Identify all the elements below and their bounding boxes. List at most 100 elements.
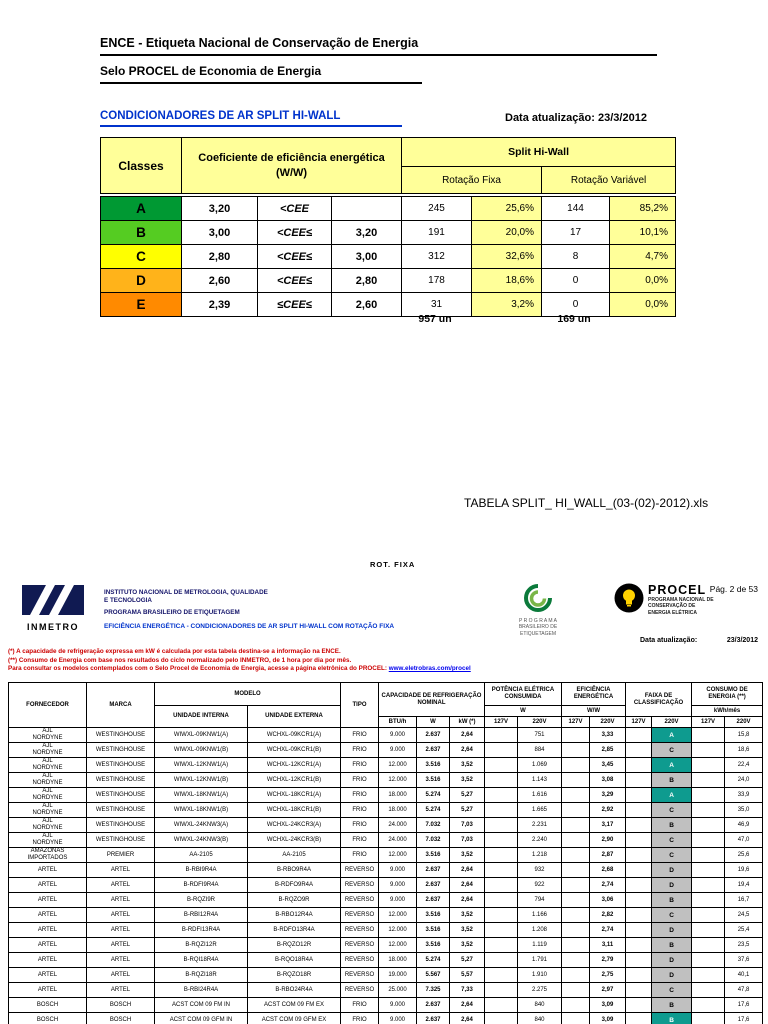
watts-cell: 3.516 (416, 772, 450, 788)
variavel-count-cell: 144 (541, 196, 610, 221)
class-220v-cell: B (651, 1012, 693, 1024)
power-220v-cell: 2.275 (516, 982, 563, 998)
coef-lower-cell: 2,80 (181, 244, 258, 269)
consumption-127v-cell (691, 817, 726, 833)
outdoor-unit-cell: AA-2105 (247, 847, 341, 863)
efficiency-220v-cell: 2,87 (589, 847, 627, 863)
efficiency-220v-cell: 2,68 (589, 862, 627, 878)
indoor-unit-cell: B-RBI9R4A (154, 862, 248, 878)
power-127v-cell (484, 997, 518, 1013)
class-127v-cell (625, 862, 653, 878)
power-127v-cell (484, 817, 518, 833)
type-cell: FRIO (340, 772, 379, 788)
class-127v-cell (625, 937, 653, 953)
classes-table-header: Classes Coeficiente de eficiência energé… (100, 137, 677, 194)
efficiency-220v-cell: 2,85 (589, 742, 627, 758)
type-cell: REVERSO (340, 967, 379, 983)
model-row: ARTEL ARTEL B-RDFI13R4A B-RDFO13R4A REVERSO 1… (8, 922, 764, 938)
supplier-cell: ARTEL (8, 862, 87, 878)
procel-name: PROCEL (648, 583, 707, 597)
class-127v-cell (625, 982, 653, 998)
type-cell: FRIO (340, 832, 379, 848)
kw-cell: 3,52 (449, 757, 485, 773)
total-fixa: 957 un (418, 313, 452, 325)
efficiency-127v-cell (561, 832, 591, 848)
supplier-cell: AJL NORDYNE (8, 742, 87, 758)
total-variavel: 169 un (557, 313, 591, 325)
power-220v-cell: 1.218 (516, 847, 563, 863)
outdoor-unit-cell: WCHXL-12KCR1(B) (247, 772, 341, 788)
pbe-text-2: BRASILEIRO DE (518, 624, 558, 631)
btu-cell: 25.000 (378, 982, 417, 998)
consumption-127v-cell (691, 802, 726, 818)
consumption-127v-cell (691, 997, 726, 1013)
procel-link[interactable]: www.eletrobras.com/procel (388, 665, 471, 672)
procel-heading: Selo PROCEL de Economia de Energia (100, 64, 422, 84)
kw-cell: 3,52 (449, 922, 485, 938)
power-unit-header: W (483, 705, 563, 717)
fixa-pct-cell: 32,6% (471, 244, 542, 269)
power-127v-cell (484, 772, 518, 788)
watts-cell: 5.567 (416, 967, 450, 983)
consumption-unit-header: kWh/mês (691, 705, 764, 717)
consumption-127v-cell (691, 952, 726, 968)
class-220v-cell: B (651, 817, 693, 833)
procel-sub-2: CONSERVAÇÃO DE (648, 603, 696, 610)
brand-cell: WESTINGHOUSE (86, 817, 155, 833)
consumption-220v-cell: 24,5 (724, 907, 764, 923)
supplier-cell: AJL NORDYNE (8, 787, 87, 803)
pbe-swirl-icon (522, 584, 554, 617)
model-row: AJL NORDYNE WESTINGHOUSE WIWXL-24KNW3(B) WC… (8, 832, 764, 848)
power-220v-cell: 1.208 (516, 922, 563, 938)
efficiency-127v-cell (561, 862, 591, 878)
class-row: A 3,20 <CEE 245 25,6% 144 85,2% (100, 196, 676, 221)
btu-cell: 24.000 (378, 817, 417, 833)
supplier-cell: AJL NORDYNE (8, 802, 87, 818)
consumption-220v-cell: 33,9 (724, 787, 764, 803)
watts-header: W (416, 716, 450, 728)
supplier-cell: ARTEL (8, 907, 87, 923)
type-cell: FRIO (340, 847, 379, 863)
variavel-pct-cell: 0,0% (609, 268, 676, 293)
class-127v-cell (625, 922, 653, 938)
outdoor-unit-cell: B-RQO18R4A (247, 952, 341, 968)
kw-cell: 5,27 (449, 787, 485, 803)
kw-cell: 2,64 (449, 877, 485, 893)
btu-cell: 12.000 (378, 937, 417, 953)
class-127v-cell (625, 757, 653, 773)
power-127v-cell (484, 1012, 518, 1024)
kw-cell: 2,64 (449, 862, 485, 878)
inmetro-logo: INMETRO (14, 585, 92, 632)
model-row: ARTEL ARTEL B-RQZI9R B-RQZO9R REVERSO 9.000 2.… (8, 892, 764, 908)
type-cell: FRIO (340, 742, 379, 758)
coef-upper-cell: 2,80 (331, 268, 402, 293)
indoor-unit-cell: B-RDFI13R4A (154, 922, 248, 938)
class-row: C 2,80 <CEE≤ 3,00 312 32,6% 8 4,7% (100, 244, 676, 269)
institute-line-1: INSTITUTO NACIONAL DE METROLOGIA, QUALID… (104, 589, 268, 596)
consumption-220v-cell: 17,6 (724, 997, 764, 1013)
class-220v-cell: D (651, 922, 693, 938)
footnote-2: (**) Consumo de Energia com base nos res… (8, 656, 352, 664)
consumption-127v-cell (691, 727, 726, 743)
type-cell: FRIO (340, 1012, 379, 1024)
efficiency-220v-cell: 2,79 (589, 952, 627, 968)
efficiency-127v-cell (561, 802, 591, 818)
power-220v-cell: 1.910 (516, 967, 563, 983)
type-cell: REVERSO (340, 892, 379, 908)
rot-fixa-label: ROT. FIXA (370, 560, 416, 569)
fixa-count-cell: 312 (401, 244, 472, 269)
kw-cell: 2,64 (449, 727, 485, 743)
consumption-127v-cell (691, 967, 726, 983)
consumption-127v-cell (691, 742, 726, 758)
brand-cell: ARTEL (86, 952, 155, 968)
consumption-header: CONSUMO DE ENERGIA (**) (691, 682, 764, 706)
consumption-127v-cell (691, 937, 726, 953)
power-220v-header: 220V (516, 716, 563, 728)
consumption-127v-cell (691, 757, 726, 773)
power-127v-cell (484, 937, 518, 953)
model-row: ARTEL ARTEL B-RDFI9R4A B-RDFO9R4A REVERSO 9.0… (8, 877, 764, 893)
coef-operator-cell: <CEE≤ (257, 268, 332, 293)
supplier-cell: ARTEL (8, 877, 87, 893)
class-127v-cell (625, 952, 653, 968)
btu-cell: 9.000 (378, 742, 417, 758)
